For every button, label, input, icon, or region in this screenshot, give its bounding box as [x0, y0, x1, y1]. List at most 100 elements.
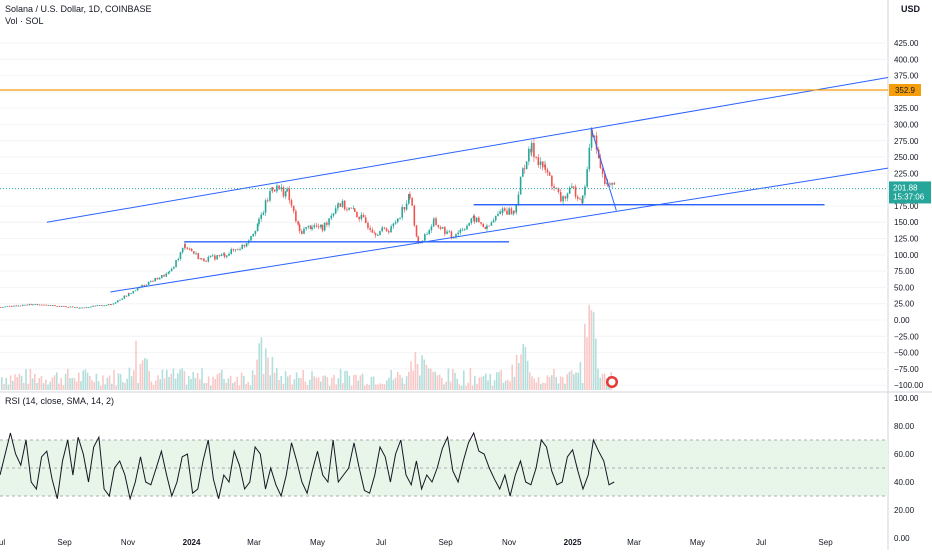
- x-tick-label: 2025: [564, 538, 582, 547]
- candle-body: [13, 305, 15, 307]
- candle-body: [557, 187, 560, 193]
- candle-body: [574, 186, 577, 197]
- candle-body: [448, 231, 451, 233]
- volume-bar: [430, 368, 432, 390]
- volume-bar: [350, 385, 353, 390]
- candle-body: [604, 173, 606, 184]
- candle-body: [216, 255, 218, 260]
- price-tick-label: 125.00: [894, 235, 919, 244]
- volume-bar: [23, 382, 25, 390]
- candle-body: [69, 306, 72, 308]
- volume-bar: [58, 383, 60, 390]
- volume-bar: [210, 385, 212, 390]
- volume-bar: [315, 377, 318, 390]
- candle-body: [572, 186, 575, 188]
- candle-body: [98, 305, 101, 306]
- candle-body: [405, 203, 408, 210]
- candle-body: [17, 305, 20, 307]
- volume-bar: [370, 377, 373, 390]
- candle-body: [609, 183, 611, 185]
- candle-body: [358, 217, 360, 220]
- upper-channel-line: [46, 77, 889, 223]
- volume-bar: [163, 378, 166, 390]
- candle-body: [413, 205, 416, 226]
- volume-bar: [489, 374, 491, 390]
- candle-body: [311, 227, 313, 230]
- volume-bar: [584, 323, 586, 390]
- candle-body: [163, 275, 165, 277]
- volume-bar: [504, 380, 507, 390]
- volume-bar: [540, 384, 542, 390]
- candle-body: [362, 214, 365, 218]
- volume-bar: [432, 371, 434, 390]
- volume-bar: [421, 355, 423, 390]
- price-tick-label: 25.00: [894, 300, 915, 309]
- volume-bar: [375, 384, 377, 390]
- candle-body: [437, 225, 440, 227]
- rsi-tick-label: 60.00: [894, 450, 915, 459]
- volume-bar: [427, 368, 430, 390]
- volume-bar: [317, 377, 320, 390]
- volume-bar: [522, 344, 524, 390]
- volume-bar: [537, 377, 540, 390]
- x-tick-label: 2024: [183, 538, 201, 547]
- volume-bar: [441, 377, 443, 390]
- candle-body: [601, 168, 604, 174]
- candle-body: [145, 284, 148, 286]
- volume-bar: [104, 384, 106, 390]
- volume-bar: [463, 370, 465, 390]
- volume-bar: [128, 367, 131, 390]
- candle-body: [179, 252, 182, 259]
- candle-body: [207, 257, 210, 262]
- candle-body: [544, 164, 547, 170]
- volume-bar: [447, 368, 450, 390]
- volume-bar: [122, 381, 124, 390]
- volume-bar: [557, 383, 560, 390]
- volume-bar: [29, 368, 32, 390]
- price-tick-label: 400.00: [894, 55, 919, 64]
- candle-body: [298, 224, 301, 232]
- candle-body: [297, 221, 299, 225]
- candle-body: [369, 228, 371, 230]
- candle-body: [510, 208, 513, 215]
- candle-body: [188, 248, 191, 250]
- candle-body: [76, 307, 78, 309]
- volume-bar: [496, 372, 498, 390]
- candle-body: [503, 208, 506, 211]
- volume-bar: [135, 340, 137, 390]
- candles: [0, 126, 616, 309]
- volume-bar: [124, 382, 126, 390]
- candle-body: [446, 231, 448, 234]
- volume-bar: [192, 371, 194, 390]
- volume-bar: [570, 370, 573, 390]
- candle-body: [315, 225, 318, 227]
- volume-bar: [179, 369, 181, 390]
- volume-bar: [133, 370, 135, 390]
- volume-bar: [119, 374, 122, 390]
- price-tick-label: 225.00: [894, 169, 919, 178]
- candle-body: [228, 253, 230, 256]
- price-tick-label: 175.00: [894, 202, 919, 211]
- candle-body: [584, 186, 586, 196]
- candle-body: [254, 231, 257, 234]
- volume-bar: [16, 377, 18, 390]
- price-tick-label: −75.00: [894, 365, 919, 374]
- volume-bar: [155, 380, 157, 390]
- candle-body: [466, 225, 468, 230]
- x-tick-label: Nov: [502, 538, 516, 547]
- volume-bar: [82, 370, 84, 390]
- volume-bar: [559, 376, 562, 390]
- volume-bar: [493, 380, 496, 390]
- candle-body: [264, 200, 267, 213]
- price-tick-label: 275.00: [894, 137, 919, 146]
- volume-bar: [386, 380, 388, 390]
- candle-body: [433, 218, 435, 221]
- candle-body: [470, 218, 473, 224]
- candle-body: [394, 222, 397, 224]
- volume-bar: [546, 375, 549, 390]
- candle-body: [0, 306, 2, 308]
- rsi-tick-label: 20.00: [894, 506, 915, 515]
- candle-body: [258, 218, 260, 225]
